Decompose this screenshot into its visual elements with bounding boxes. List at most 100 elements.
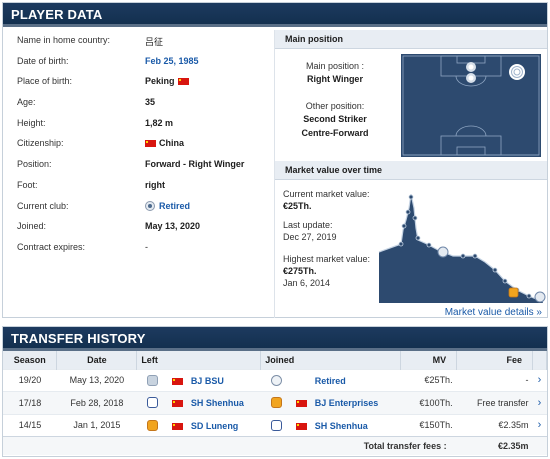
- current-mv-value: €25Th.: [283, 201, 312, 211]
- info-label: Position:: [17, 159, 52, 170]
- position-markers: [466, 62, 525, 83]
- mv-point[interactable]: [401, 223, 407, 229]
- main-position-marker-ring: [511, 66, 523, 78]
- cell-left: SH Shenhua: [137, 392, 261, 415]
- info-row-height: Height: 1,82 m: [3, 113, 273, 134]
- club-link[interactable]: BJ BSU: [190, 375, 224, 386]
- info-label: Joined:: [17, 221, 47, 232]
- mv-point[interactable]: [502, 278, 508, 284]
- info-value-wrap: Peking: [145, 76, 189, 86]
- chevron-right-icon[interactable]: ›: [537, 419, 542, 432]
- mv-point[interactable]: [472, 253, 478, 259]
- club-crest-icon: [534, 291, 546, 303]
- position-marker-core: [468, 75, 474, 81]
- other-position-label: Other position:: [305, 101, 365, 111]
- cell-season: 17/18: [18, 397, 42, 408]
- info-value: 吕征: [145, 37, 164, 47]
- cell-left: BJ BSU: [137, 369, 261, 392]
- club-link[interactable]: Retired: [314, 375, 346, 386]
- col-fee: Fee: [456, 351, 533, 369]
- info-label: Current club:: [17, 200, 69, 211]
- other-position-value: Second Striker: [303, 114, 367, 124]
- player-data-list: Name in home country: 吕征 Date of birth: …: [3, 30, 273, 258]
- club-crest-icon: [146, 374, 158, 386]
- col-arrow: [532, 351, 547, 369]
- cell-fee: €2.35m: [498, 420, 529, 431]
- position-area: Main position : Right Winger Other posit…: [275, 49, 547, 161]
- main-position-marker-core: [513, 68, 521, 76]
- transfer-history-header: Transfer history: [3, 327, 547, 351]
- info-row-birthplace: Place of birth: Peking: [3, 71, 273, 92]
- total-label: Total transfer fees :: [363, 440, 447, 451]
- highest-mv-value: €275Th.: [283, 266, 317, 276]
- cell-mv: €150Th.: [419, 420, 453, 431]
- main-position-block: Main position : Right Winger: [275, 61, 395, 87]
- cell-joined: Retired: [261, 369, 401, 392]
- table-row[interactable]: 17/18 Feb 28, 2018 SH Shenhua BJ Enterpr…: [3, 391, 547, 415]
- market-value-details-link[interactable]: Market value details »: [444, 307, 542, 318]
- chevron-right-icon[interactable]: ›: [537, 396, 542, 409]
- cell-mv: €25Th.: [424, 375, 453, 386]
- col-season: Season: [3, 351, 58, 369]
- highest-mv-date: Jan 6, 2014: [283, 278, 331, 288]
- total-spacer: [533, 437, 547, 455]
- table-row[interactable]: 14/15 Jan 1, 2015 SD Luneng SH Shenhua €…: [3, 414, 547, 437]
- chevron-right-icon[interactable]: ›: [537, 374, 542, 387]
- player-data-header: Player data: [3, 3, 547, 27]
- info-value: Forward - Right Winger: [145, 159, 245, 170]
- club-crest-icon: [146, 397, 158, 409]
- table-row[interactable]: 19/20 May 13, 2020 BJ BSU Retired €25Th.…: [3, 369, 547, 392]
- cell-date: May 13, 2020: [69, 375, 125, 386]
- current-club-link[interactable]: Retired: [145, 200, 191, 211]
- mv-point[interactable]: [426, 242, 432, 248]
- club-link[interactable]: SH Shenhua: [190, 398, 244, 409]
- main-position-value: Right Winger: [307, 74, 363, 84]
- cell-season: 19/20: [18, 375, 42, 386]
- info-label: Place of birth:: [17, 76, 73, 87]
- table-header-row: Season Date Left Joined MV Fee: [3, 351, 547, 369]
- position-marker-core: [468, 64, 474, 70]
- current-club-value: Retired: [159, 200, 191, 211]
- info-value: 35: [145, 97, 156, 108]
- total-row: Total transfer fees : €2.35m: [3, 436, 547, 455]
- info-value-wrap: China: [145, 138, 184, 148]
- info-value: right: [145, 179, 165, 190]
- dob-link[interactable]: Feb 25, 1985: [145, 55, 199, 66]
- mv-point[interactable]: [415, 235, 421, 241]
- info-row-citizenship: Citizenship: China: [3, 133, 273, 154]
- club-crest-icon: [146, 419, 158, 431]
- info-label: Height:: [17, 117, 46, 128]
- flag-china-icon: [145, 140, 156, 148]
- info-row-club: Current club: Retired: [3, 196, 273, 217]
- mv-point[interactable]: [408, 194, 414, 200]
- info-label: Citizenship:: [17, 138, 64, 149]
- current-mv-label: Current market value:: [283, 189, 370, 199]
- club-link[interactable]: SH Shenhua: [314, 420, 368, 431]
- market-value-chart: [378, 194, 546, 303]
- mv-point[interactable]: [492, 267, 498, 273]
- flag-china-icon: [171, 400, 183, 408]
- mv-point[interactable]: [412, 215, 418, 221]
- transfer-history-panel: Transfer history Season Date Left Joined…: [2, 326, 548, 457]
- flag-china-icon: [295, 400, 307, 408]
- club-crest-icon: [145, 200, 155, 211]
- player-data-panel: Player data Name in home country: 吕征 Dat…: [2, 2, 548, 318]
- flag-china-icon: [171, 377, 183, 385]
- col-date: Date: [56, 351, 138, 369]
- col-left: Left: [136, 351, 262, 369]
- player-side-panel: Main position Main position : Right Wing…: [274, 30, 547, 318]
- mv-point[interactable]: [398, 241, 404, 247]
- highest-mv-label: Highest market value:: [283, 254, 371, 264]
- info-row-joined: Joined: May 13, 2020: [3, 216, 273, 237]
- mv-point[interactable]: [405, 209, 411, 215]
- last-update-block: Last update: Dec 27, 2019: [283, 220, 337, 244]
- mv-point[interactable]: [460, 253, 466, 259]
- info-value: -: [145, 241, 148, 252]
- info-label: Age:: [17, 97, 36, 108]
- highest-mv-block: Highest market value: €275Th. Jan 6, 201…: [283, 254, 370, 290]
- club-link[interactable]: SD Luneng: [190, 420, 239, 431]
- mv-point[interactable]: [526, 293, 532, 299]
- cell-joined: BJ Enterprises: [261, 392, 401, 415]
- club-link[interactable]: BJ Enterprises: [314, 398, 379, 409]
- info-row-position: Position: Forward - Right Winger: [3, 154, 273, 175]
